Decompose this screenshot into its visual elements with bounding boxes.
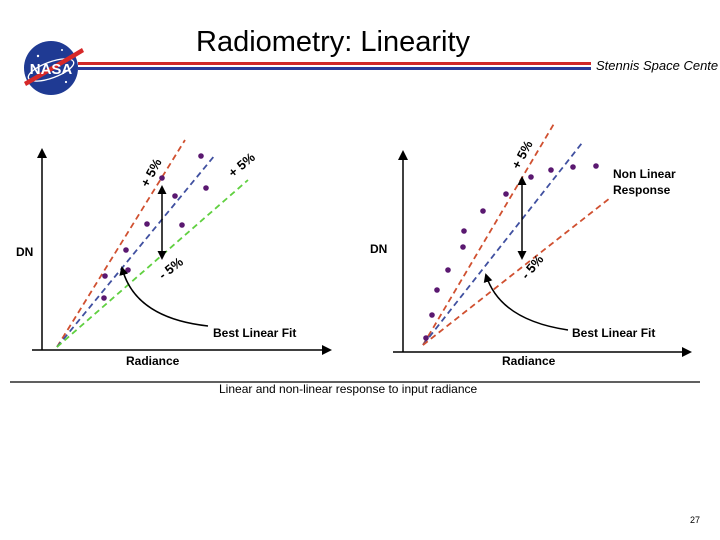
data-point [445, 267, 451, 273]
linearity-diagram: DN Radiance Best Linear Fit + 5% + 5% - … [10, 121, 700, 383]
right-data-points [423, 163, 599, 341]
left-minus-label: - 5% [156, 254, 187, 283]
right-x-axis-label: Radiance [502, 354, 556, 368]
data-point [503, 191, 509, 197]
right-curve-label-line2: Response [613, 183, 671, 197]
page-subtitle: Stennis Space Cente [596, 58, 719, 73]
data-point [179, 222, 185, 228]
data-point [593, 163, 599, 169]
left-minus-tolerance-line [56, 179, 249, 348]
right-best-fit-line [422, 142, 583, 346]
right-minus-tolerance-line [422, 197, 611, 346]
left-fit-label: Best Linear Fit [213, 326, 296, 340]
right-curve-label-line1: Non Linear [613, 167, 676, 181]
data-point [423, 335, 429, 341]
data-point [102, 273, 108, 279]
left-y-axis-label: DN [16, 245, 33, 259]
left-data-points [101, 153, 209, 301]
stripe-blue-right [525, 67, 591, 70]
header-stripes [78, 62, 591, 70]
figure-caption: Linear and non-linear response to input … [219, 382, 478, 396]
page-title: Radiometry: Linearity [196, 26, 470, 58]
data-point [460, 244, 466, 250]
left-fit-pointer-arrow [119, 266, 209, 327]
data-point [570, 164, 576, 170]
data-point [123, 247, 129, 253]
left-x-axis-label: Radiance [126, 354, 180, 368]
right-plus-label: + 5% [508, 137, 536, 171]
stripe-blue-mid [188, 67, 525, 70]
data-point [429, 312, 435, 318]
logo-text: NASA [30, 61, 73, 78]
left-plus-label: + 5% [137, 155, 165, 189]
data-point [198, 153, 204, 159]
data-point [548, 167, 554, 173]
data-point [480, 208, 486, 214]
page-number: 27 [690, 515, 701, 525]
right-plus-tolerance-line [422, 121, 556, 346]
left-plus-tolerance-line [56, 139, 186, 348]
stripe-blue-left [78, 67, 188, 70]
right-fit-label: Best Linear Fit [572, 326, 655, 340]
data-point [172, 193, 178, 199]
data-point [125, 267, 131, 273]
data-point [528, 174, 534, 180]
stripe-red-mid [188, 62, 525, 65]
data-point [203, 185, 209, 191]
right-y-axis-label: DN [370, 242, 387, 256]
data-point [101, 295, 107, 301]
right-plot: DN Radiance Best Linear Fit Non Linear R… [370, 121, 692, 368]
left-plus-label-2: + 5% [225, 149, 258, 180]
data-point [144, 221, 150, 227]
stripe-red-right [525, 62, 591, 65]
data-point [434, 287, 440, 293]
data-point [461, 228, 467, 234]
left-plot: DN Radiance Best Linear Fit + 5% + 5% - … [16, 139, 332, 368]
nasa-logo: NASA [24, 41, 84, 95]
right-fit-pointer-arrow [483, 273, 569, 331]
data-point [159, 175, 165, 181]
left-best-fit-line [56, 154, 216, 348]
stripe-red-left [78, 62, 188, 65]
